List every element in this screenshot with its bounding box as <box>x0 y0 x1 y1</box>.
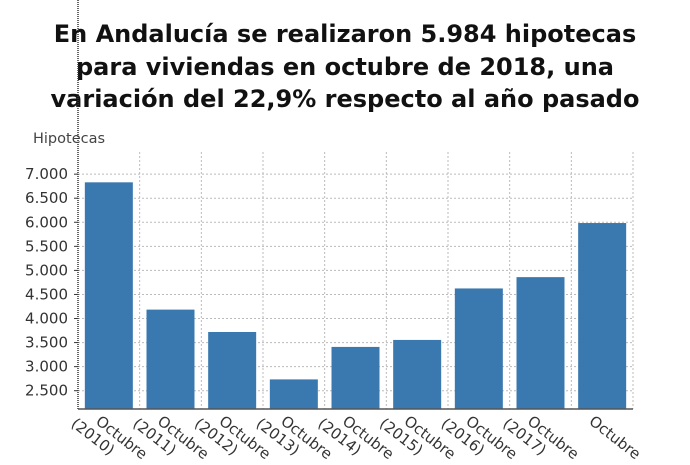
y-tick-label: 5.500 <box>25 237 68 255</box>
y-tick-label: 6.000 <box>25 213 68 231</box>
bar <box>208 331 257 409</box>
x-tick-label: Octubre <box>586 412 644 463</box>
title-line-2: para viviendas en octubre de 2018, una <box>76 52 614 81</box>
bar <box>331 346 380 409</box>
y-tick-label: 3.500 <box>25 334 68 352</box>
title-line-1: En Andalucía se realizaron 5.984 hipotec… <box>53 20 637 48</box>
y-tick-label: 3.000 <box>25 358 68 376</box>
y-ticks: 7.000 6.500 6.000 5.500 5.000 4.500 4.000 3.500… <box>25 165 78 400</box>
chart-title: En Andalucía se realizaron 5.984 hipotec… <box>0 18 690 116</box>
x-tick-label-line: Octubre <box>586 412 644 463</box>
title-line-3: variación del 22,9% respecto al año pasa… <box>50 85 640 113</box>
bar <box>393 339 442 409</box>
bar <box>269 379 318 409</box>
y-tick-label: 4.000 <box>25 310 68 328</box>
y-tick-label: 6.500 <box>25 189 68 207</box>
bars <box>84 182 627 409</box>
y-tick-label: 2.500 <box>25 382 68 400</box>
bar <box>578 223 627 409</box>
bar <box>84 182 133 409</box>
y-tick-label: 5.000 <box>25 261 68 279</box>
bar <box>146 309 195 409</box>
bar <box>454 288 503 409</box>
y-tick-label: 4.500 <box>25 285 68 303</box>
axes <box>77 0 633 410</box>
y-axis-label: Hipotecas <box>33 131 105 147</box>
y-tick-label: 7.000 <box>25 165 68 183</box>
x-ticks: Octubre(2010) Octubre(2011) Octubre(2012) O… <box>68 412 644 463</box>
bar <box>516 277 565 409</box>
